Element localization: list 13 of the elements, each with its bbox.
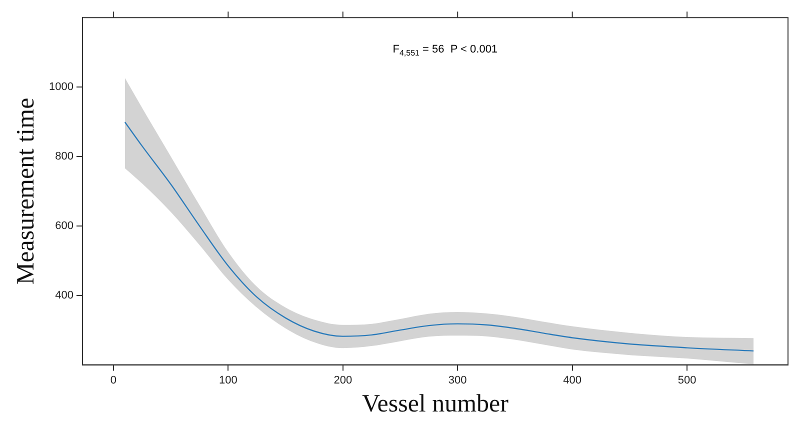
x-tick-label: 400 <box>563 374 582 386</box>
x-tick-label: 200 <box>334 374 352 386</box>
x-tick-label: 300 <box>448 374 467 386</box>
y-tick-label: 800 <box>55 150 74 163</box>
y-tick-label: 600 <box>55 220 74 232</box>
x-tick-label: 0 <box>110 374 117 386</box>
line-series <box>124 122 754 352</box>
y-tick-label: 400 <box>55 289 74 302</box>
x-axis-title: Vessel number <box>362 390 510 418</box>
x-tick-label: 500 <box>678 374 696 386</box>
x-tick-label: 100 <box>218 374 238 386</box>
y-axis-title: Measurement time <box>12 98 40 285</box>
y-tick-label: 1000 <box>48 81 74 94</box>
